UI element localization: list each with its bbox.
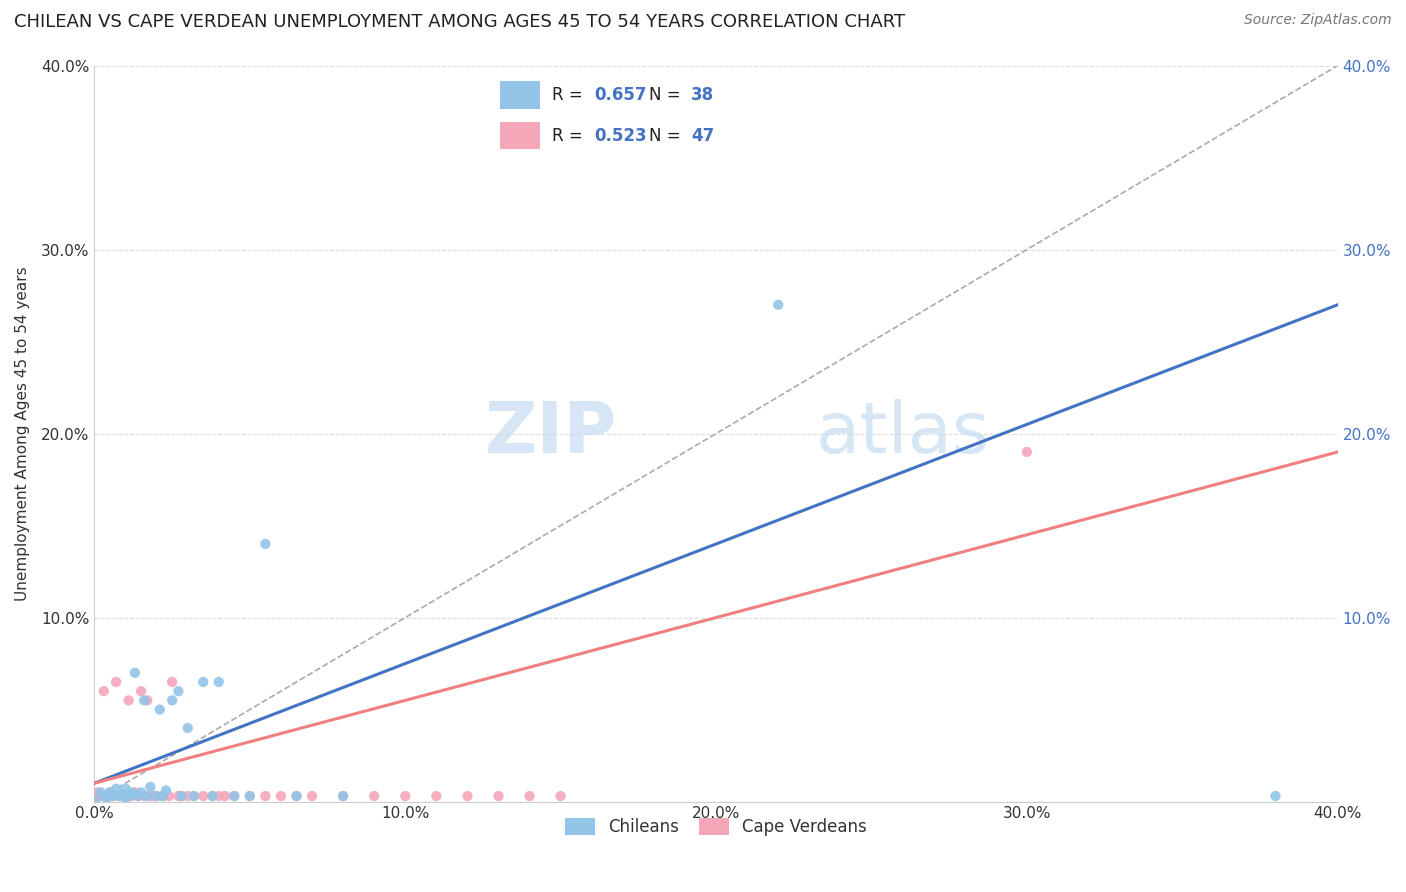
Point (152, 789, 174, 803)
Point (96, 791, 118, 805)
Point (519, 789, 541, 803)
Point (101, 789, 124, 803)
Point (108, 789, 131, 803)
Point (127, 789, 149, 803)
Point (160, 693, 183, 707)
Point (167, 789, 190, 803)
Point (201, 789, 224, 803)
Point (170, 789, 193, 803)
Point (183, 789, 205, 803)
Point (193, 675, 215, 690)
Text: CHILEAN VS CAPE VERDEAN UNEMPLOYMENT AMONG AGES 45 TO 54 YEARS CORRELATION CHART: CHILEAN VS CAPE VERDEAN UNEMPLOYMENT AMO… (14, 13, 905, 31)
Point (108, 789, 131, 803)
Point (83, 795, 105, 809)
Point (160, 675, 183, 690)
Point (114, 791, 136, 805)
Point (1264, 789, 1286, 803)
Point (114, 781, 136, 796)
Point (124, 785, 146, 799)
Point (149, 702, 172, 716)
Point (285, 789, 308, 803)
Point (114, 791, 136, 805)
Point (129, 684, 152, 698)
Point (90, 785, 112, 799)
Point (239, 789, 262, 803)
Point (93, 684, 115, 698)
Point (170, 789, 193, 803)
Point (136, 693, 159, 707)
Point (105, 675, 128, 690)
Point (285, 789, 308, 803)
Point (93, 789, 115, 803)
Point (118, 693, 141, 707)
Point (214, 789, 236, 803)
Point (1015, 445, 1038, 459)
Point (208, 789, 231, 803)
Point (139, 780, 162, 794)
Text: ZIP: ZIP (484, 399, 617, 468)
Point (183, 789, 205, 803)
Point (134, 693, 156, 707)
Point (270, 789, 292, 803)
Point (363, 789, 385, 803)
Point (121, 789, 143, 803)
Point (152, 789, 174, 803)
Point (167, 684, 190, 698)
Point (129, 785, 152, 799)
Point (550, 789, 572, 803)
Point (177, 789, 200, 803)
Point (96, 791, 118, 805)
Point (142, 789, 165, 803)
Point (224, 789, 246, 803)
Point (157, 789, 180, 803)
Point (254, 537, 277, 551)
Point (101, 789, 124, 803)
Point (127, 789, 149, 803)
Point (134, 789, 156, 803)
Point (239, 789, 262, 803)
Point (208, 675, 231, 690)
Point (90, 789, 112, 803)
Point (98, 785, 121, 799)
Point (456, 789, 478, 803)
Text: Source: ZipAtlas.com: Source: ZipAtlas.com (1244, 13, 1392, 28)
Point (86, 785, 108, 799)
Y-axis label: Unemployment Among Ages 45 to 54 years: Unemployment Among Ages 45 to 54 years (15, 267, 30, 601)
Point (83, 795, 105, 809)
Point (118, 789, 141, 803)
Point (98, 785, 121, 799)
Point (145, 789, 167, 803)
Point (105, 781, 128, 796)
Point (193, 789, 215, 803)
Point (766, 298, 789, 312)
Text: atlas: atlas (815, 399, 990, 468)
Point (121, 785, 143, 799)
Point (139, 789, 162, 803)
Point (224, 789, 246, 803)
Point (177, 721, 200, 735)
Point (111, 787, 134, 801)
Point (301, 789, 323, 803)
Point (488, 789, 510, 803)
Point (155, 783, 177, 797)
Point (394, 789, 416, 803)
Point (254, 789, 277, 803)
Point (332, 789, 354, 803)
Point (332, 789, 354, 803)
Legend: Chileans, Cape Verdeans: Chileans, Cape Verdeans (557, 810, 876, 845)
Point (111, 787, 134, 801)
Point (124, 665, 146, 680)
Point (201, 789, 224, 803)
Point (425, 789, 447, 803)
Point (145, 789, 167, 803)
Point (136, 789, 159, 803)
